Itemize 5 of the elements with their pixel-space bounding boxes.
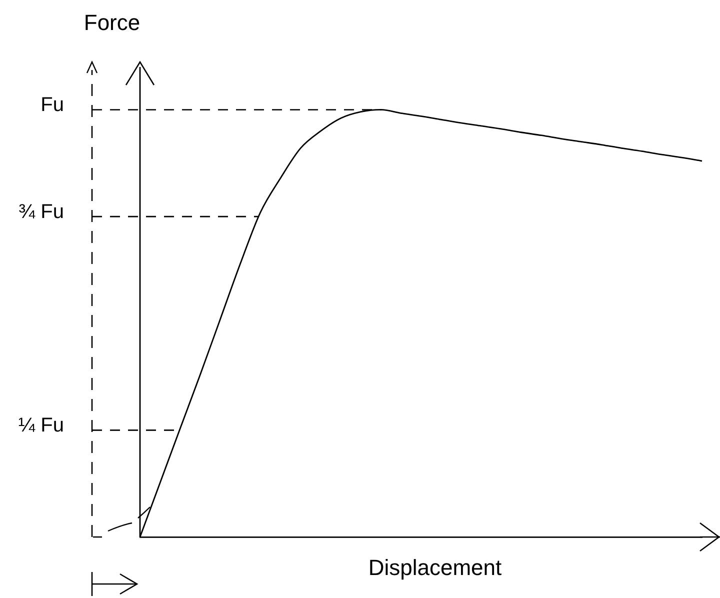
x-axis-title: Displacement [368, 555, 502, 580]
ref-line-label: Fu [40, 94, 64, 116]
ref-line-label: ¾ Fu [18, 201, 64, 224]
y-axis-title: Force [84, 10, 140, 35]
ref-line-label: ¼ Fu [18, 414, 64, 437]
